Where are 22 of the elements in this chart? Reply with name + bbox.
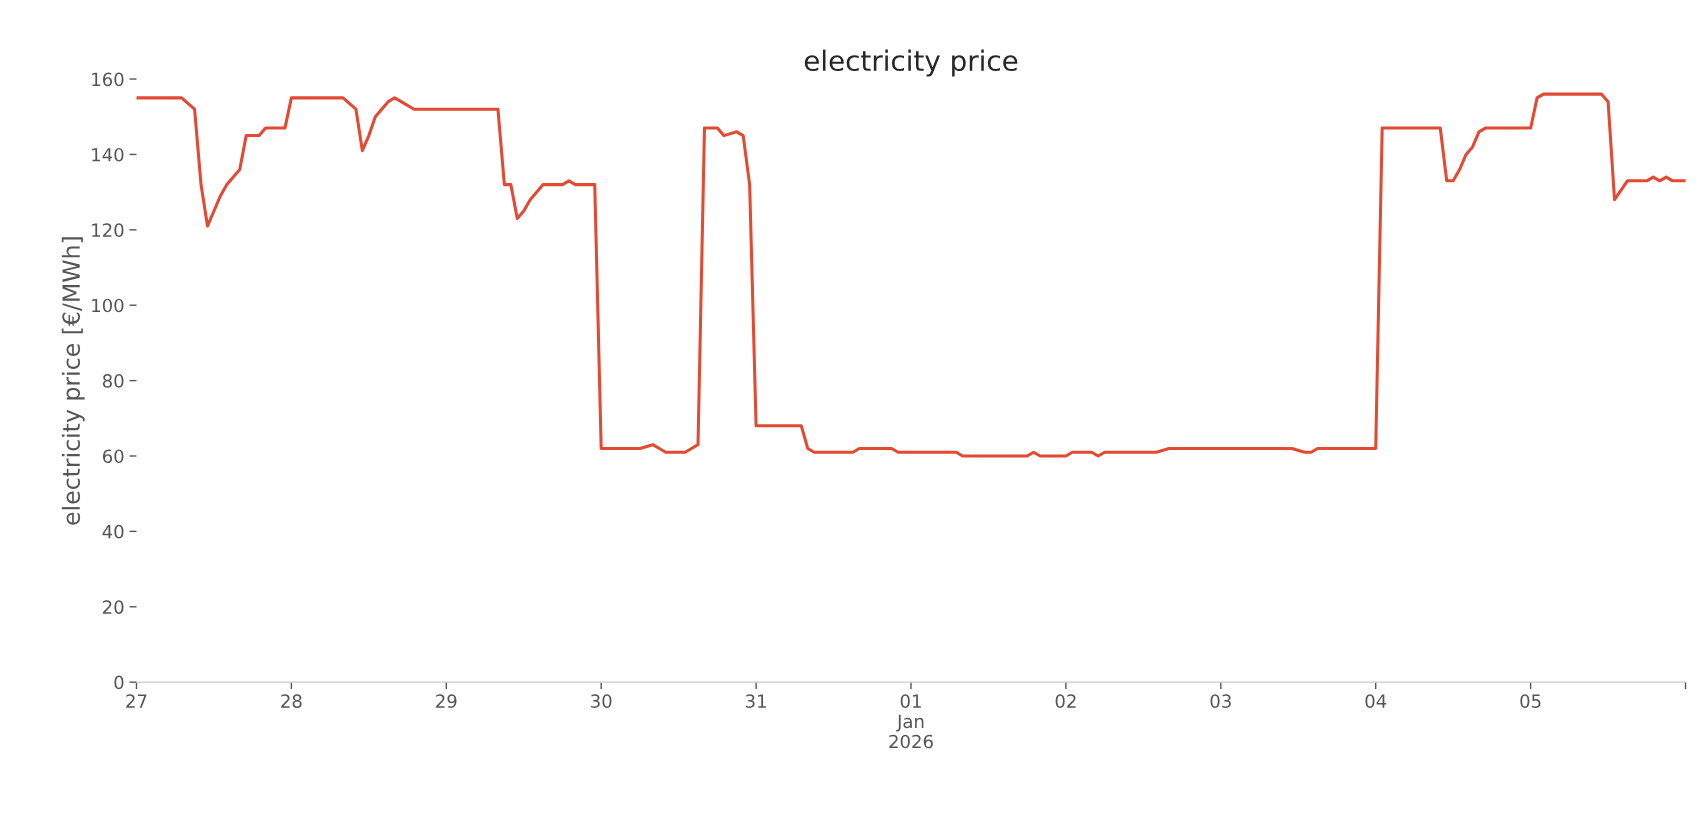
x-tick-label: 29: [436, 694, 457, 708]
y-tick-label: 160: [92, 72, 124, 87]
x-tick-label: 01 Jan 2026: [889, 694, 933, 749]
x-tick-label: 03: [1210, 694, 1231, 708]
y-tick-label: 0: [114, 675, 124, 690]
y-tick-label: 80: [102, 374, 124, 388]
x-tick-label: 27: [126, 694, 147, 708]
y-axis-title: electricity price [€/MWh]: [61, 237, 85, 525]
x-tick-label: 31: [745, 694, 766, 708]
y-tick-label: 100: [92, 298, 124, 313]
y-tick-label: 40: [102, 524, 124, 539]
y-tick-label: 60: [102, 449, 124, 464]
y-tick-label: 20: [103, 600, 124, 614]
x-tick-label: 30: [591, 694, 612, 708]
x-tick-label: 05: [1520, 694, 1541, 708]
x-tick-label: 02: [1055, 694, 1076, 708]
line-series: [136, 92, 1686, 458]
x-tick-label: 04: [1365, 694, 1387, 708]
y-tick-label: 120: [92, 223, 124, 237]
chart-title: electricity price: [804, 49, 1018, 77]
y-tick-label: 140: [92, 147, 124, 162]
x-tick-label: 28: [281, 694, 302, 708]
